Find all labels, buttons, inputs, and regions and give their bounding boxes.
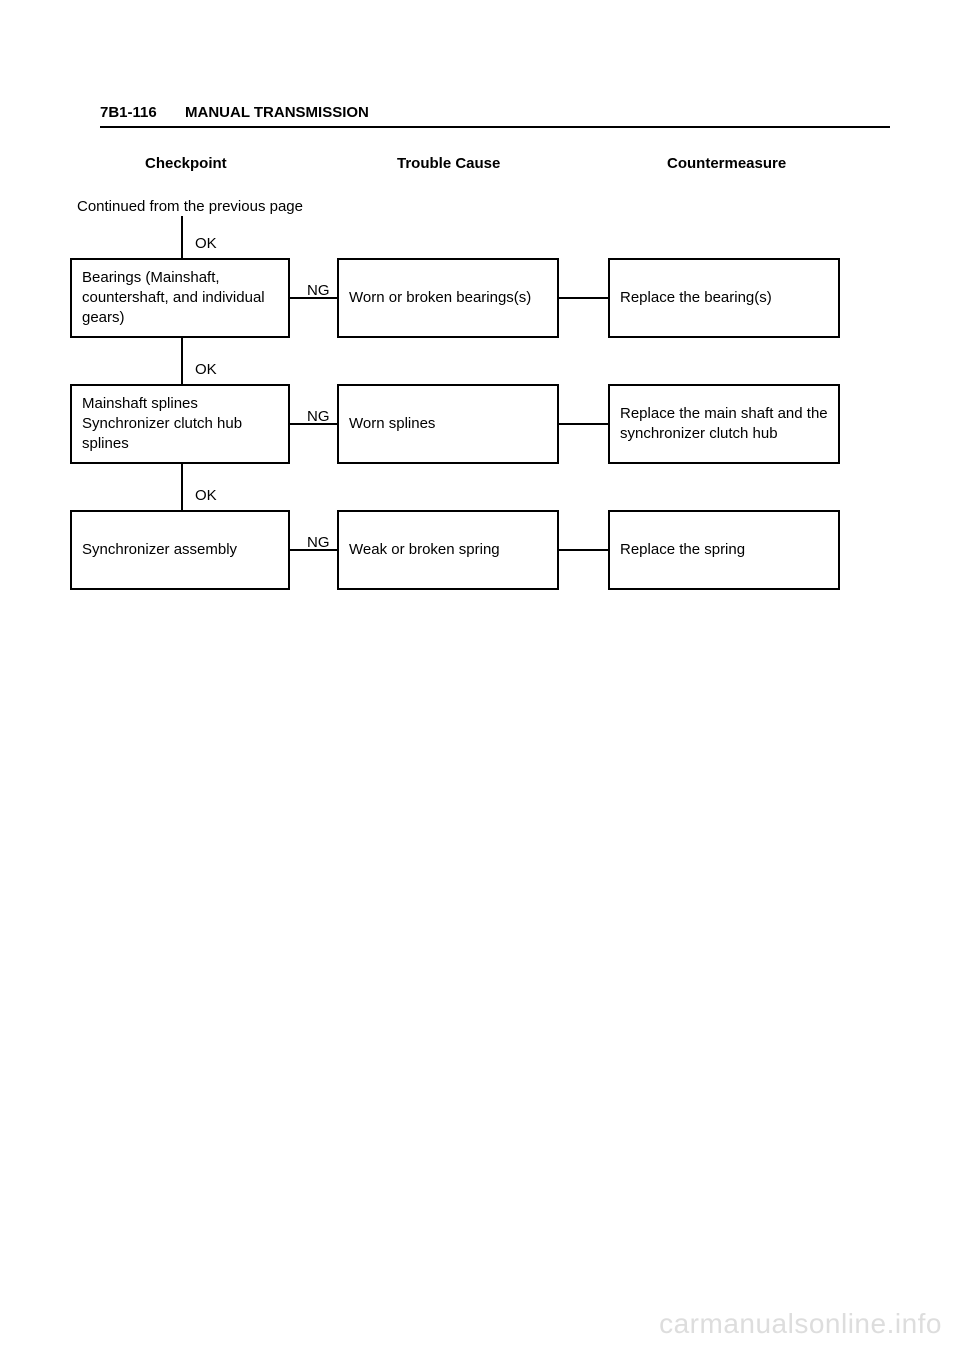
- checkpoint-box-0: Bearings (Mainshaft, countershaft, and i…: [70, 258, 290, 338]
- watermark: carmanualsonline.info: [659, 1308, 942, 1340]
- col-head-countermeasure: Countermeasure: [667, 155, 786, 172]
- ok-label-1: OK: [195, 361, 217, 378]
- ok-label-0: OK: [195, 235, 217, 252]
- checkpoint-box-2: Synchronizer assembly: [70, 510, 290, 590]
- header-rule: [100, 126, 890, 128]
- checkpoint-box-1: Mainshaft splines Synchronizer clutch hu…: [70, 384, 290, 464]
- trouble-cause-box-1: Worn splines: [337, 384, 559, 464]
- page-code: 7B1-116: [100, 104, 157, 121]
- trouble-cause-box-2: Weak or broken spring: [337, 510, 559, 590]
- countermeasure-box-1: Replace the main shaft and the synchroni…: [608, 384, 840, 464]
- ng-label-2: NG: [307, 534, 330, 551]
- col-head-trouble-cause: Trouble Cause: [397, 155, 500, 172]
- ok-label-2: OK: [195, 487, 217, 504]
- ng-label-0: NG: [307, 282, 330, 299]
- countermeasure-box-0: Replace the bearing(s): [608, 258, 840, 338]
- ng-label-1: NG: [307, 408, 330, 425]
- page: 7B1-116 MANUAL TRANSMISSION Checkpoint T…: [0, 0, 960, 1358]
- page-title: MANUAL TRANSMISSION: [185, 104, 369, 121]
- countermeasure-box-2: Replace the spring: [608, 510, 840, 590]
- col-head-checkpoint: Checkpoint: [145, 155, 227, 172]
- trouble-cause-box-0: Worn or broken bearings(s): [337, 258, 559, 338]
- continued-from-prev: Continued from the previous page: [77, 198, 303, 215]
